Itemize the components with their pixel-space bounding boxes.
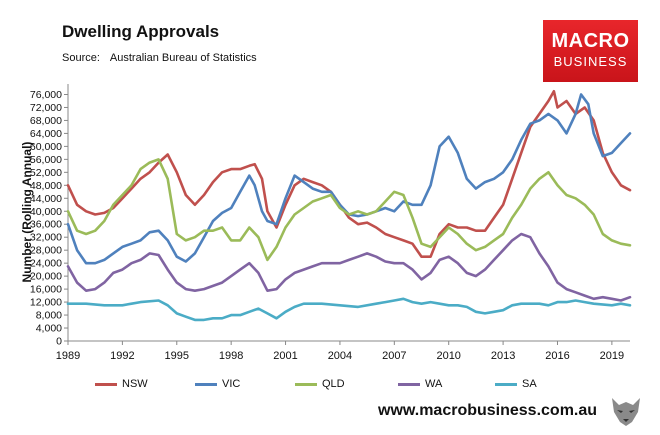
legend-item-qld: QLD [295,378,345,390]
legend-label: VIC [222,378,241,390]
legend-label: SA [522,378,537,390]
y-tick-label: 8,000 [36,310,62,322]
y-tick-label: 28,000 [30,245,62,257]
website-url: www.macrobusiness.com.au [378,402,598,419]
y-tick-label: 60,000 [30,141,62,153]
legend-item-vic: VIC [195,378,240,390]
chart-legend: NSW VIC QLD WA SA [95,378,595,394]
x-tick-label: 1992 [110,350,134,362]
series-line-wa [66,232,632,302]
y-tick-label: 36,000 [30,219,62,231]
legend-swatch [195,382,217,386]
legend-item-sa: SA [495,378,537,390]
chart-title: Dwelling Approvals [62,22,220,41]
x-tick-label: 1995 [165,350,189,362]
legend-label: QLD [322,378,345,390]
logo-line-1: MACRO [551,30,630,52]
x-tick-label: 2013 [491,350,515,362]
y-tick-label: 44,000 [30,193,62,205]
y-tick-label: 16,000 [30,284,62,296]
y-tick-label: 56,000 [30,154,62,166]
x-tick-label: 2001 [273,350,297,362]
series-line-vic [66,93,632,265]
y-tick-label: 68,000 [30,115,62,127]
y-tick-label: 48,000 [30,180,62,192]
source-line: Source: Australian Bureau of Statistics [62,52,257,64]
legend-label: WA [425,378,443,390]
x-tick-label: 1989 [56,350,80,362]
source-value: Australian Bureau of Statistics [109,52,257,64]
y-tick-label: 32,000 [30,232,62,244]
series-line-nsw [66,89,632,258]
x-tick-label: 2019 [600,350,624,362]
y-tick-label: 20,000 [30,271,62,283]
y-tick-label: 52,000 [30,167,62,179]
x-tick-label: 2004 [328,350,352,362]
legend-swatch [495,382,517,386]
y-tick-label: 64,000 [30,128,62,140]
legend-item-wa: WA [398,378,442,390]
source-label: Source: [62,52,100,64]
x-tick-label: 2007 [382,350,406,362]
legend-swatch [95,382,117,386]
x-tick-label: 1998 [219,350,243,362]
x-tick-label: 2016 [545,350,569,362]
legend-item-nsw: NSW [95,378,148,390]
plot-area: 04,0008,00012,00016,00020,00024,00028,00… [30,84,632,362]
y-tick-label: 24,000 [30,258,62,270]
series-line-qld [66,158,632,262]
logo-line-2: BUSINESS [553,54,628,69]
y-tick-label: 12,000 [30,297,62,309]
legend-label: NSW [122,378,148,390]
y-tick-label: 72,000 [30,102,62,114]
y-tick-label: 0 [56,336,62,348]
legend-swatch [295,382,317,386]
y-tick-label: 40,000 [30,206,62,218]
series-line-sa [66,297,632,322]
legend-swatch [398,382,420,386]
y-tick-label: 76,000 [30,89,62,101]
wolf-logo-icon [612,398,640,426]
x-tick-label: 2010 [436,350,460,362]
macrobusiness-logo: MACRO BUSINESS [543,20,638,82]
y-tick-label: 4,000 [36,323,62,335]
